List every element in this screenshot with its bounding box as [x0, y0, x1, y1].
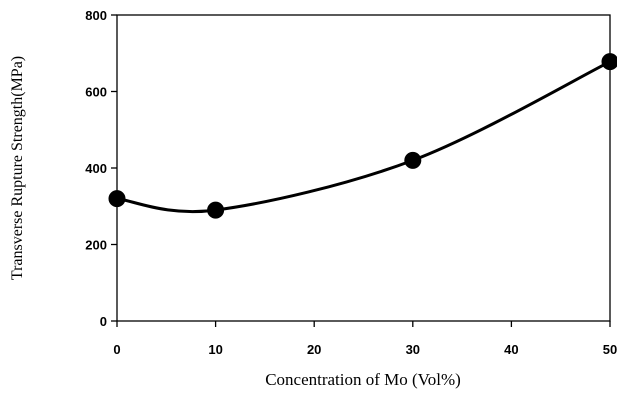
y-tick-label: 400: [85, 161, 107, 176]
y-tick-label: 600: [85, 85, 107, 100]
y-tick-label: 800: [85, 8, 107, 23]
x-tick-label: 50: [603, 342, 617, 357]
y-axis-title: Transverse Rupture Strength(MPa): [9, 56, 26, 280]
y-tick-label: 0: [100, 314, 107, 329]
series-markers: [108, 53, 617, 219]
series-line: [116, 60, 611, 214]
y-axis-ticks: 0 200 400 600 800: [85, 8, 117, 329]
x-axis-title: Concentration of Mo (Vol%): [265, 370, 461, 389]
x-tick-label: 40: [504, 342, 518, 357]
data-point: [404, 151, 422, 169]
x-tick-label: 0: [113, 342, 120, 357]
data-point: [207, 201, 225, 219]
y-tick-label: 200: [85, 238, 107, 253]
x-tick-label: 30: [406, 342, 420, 357]
plot-area: [116, 14, 611, 322]
x-axis-ticks: 0 10 20 30 40 50: [113, 321, 617, 357]
data-point: [108, 190, 126, 208]
x-tick-label: 10: [208, 342, 222, 357]
data-point: [601, 53, 617, 71]
x-tick-label: 20: [307, 342, 321, 357]
